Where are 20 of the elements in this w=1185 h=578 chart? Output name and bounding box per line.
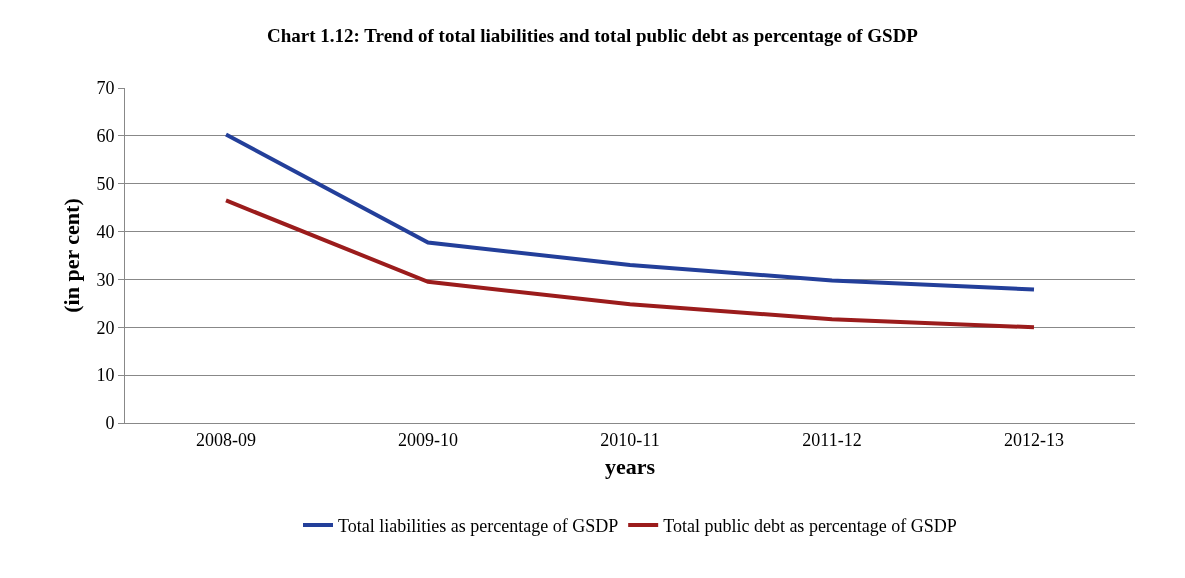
x-tick-label: 2009-10 bbox=[398, 429, 458, 450]
line-series bbox=[224, 198, 1036, 330]
legend-label: Total public debt as percentage of GSDP bbox=[663, 515, 957, 536]
y-axis-title: (in per cent) bbox=[59, 198, 85, 313]
y-tick-label: 20 bbox=[96, 317, 115, 338]
x-axis-title: years bbox=[604, 454, 656, 480]
legend-label: Total liabilities as percentage of GSDP bbox=[338, 515, 619, 536]
y-tick-label: 0 bbox=[105, 413, 115, 434]
y-tick-label: 30 bbox=[96, 269, 115, 290]
line-series bbox=[224, 132, 1036, 292]
x-tick-label: 2011-12 bbox=[802, 429, 862, 450]
y-tick-label: 70 bbox=[96, 78, 115, 99]
y-tick-label: 50 bbox=[96, 174, 115, 195]
y-tick-label: 10 bbox=[96, 365, 115, 386]
x-tick-label: 2008-09 bbox=[196, 429, 256, 450]
chart-title: Chart 1.12: Trend of total liabilities and total public debt as percentage of GSDP bbox=[267, 25, 919, 47]
y-tick-label: 40 bbox=[96, 221, 115, 242]
y-tick-label: 60 bbox=[96, 126, 115, 147]
x-tick-label: 2012-13 bbox=[1004, 429, 1064, 450]
x-tick-label: 2010-11 bbox=[600, 429, 660, 450]
